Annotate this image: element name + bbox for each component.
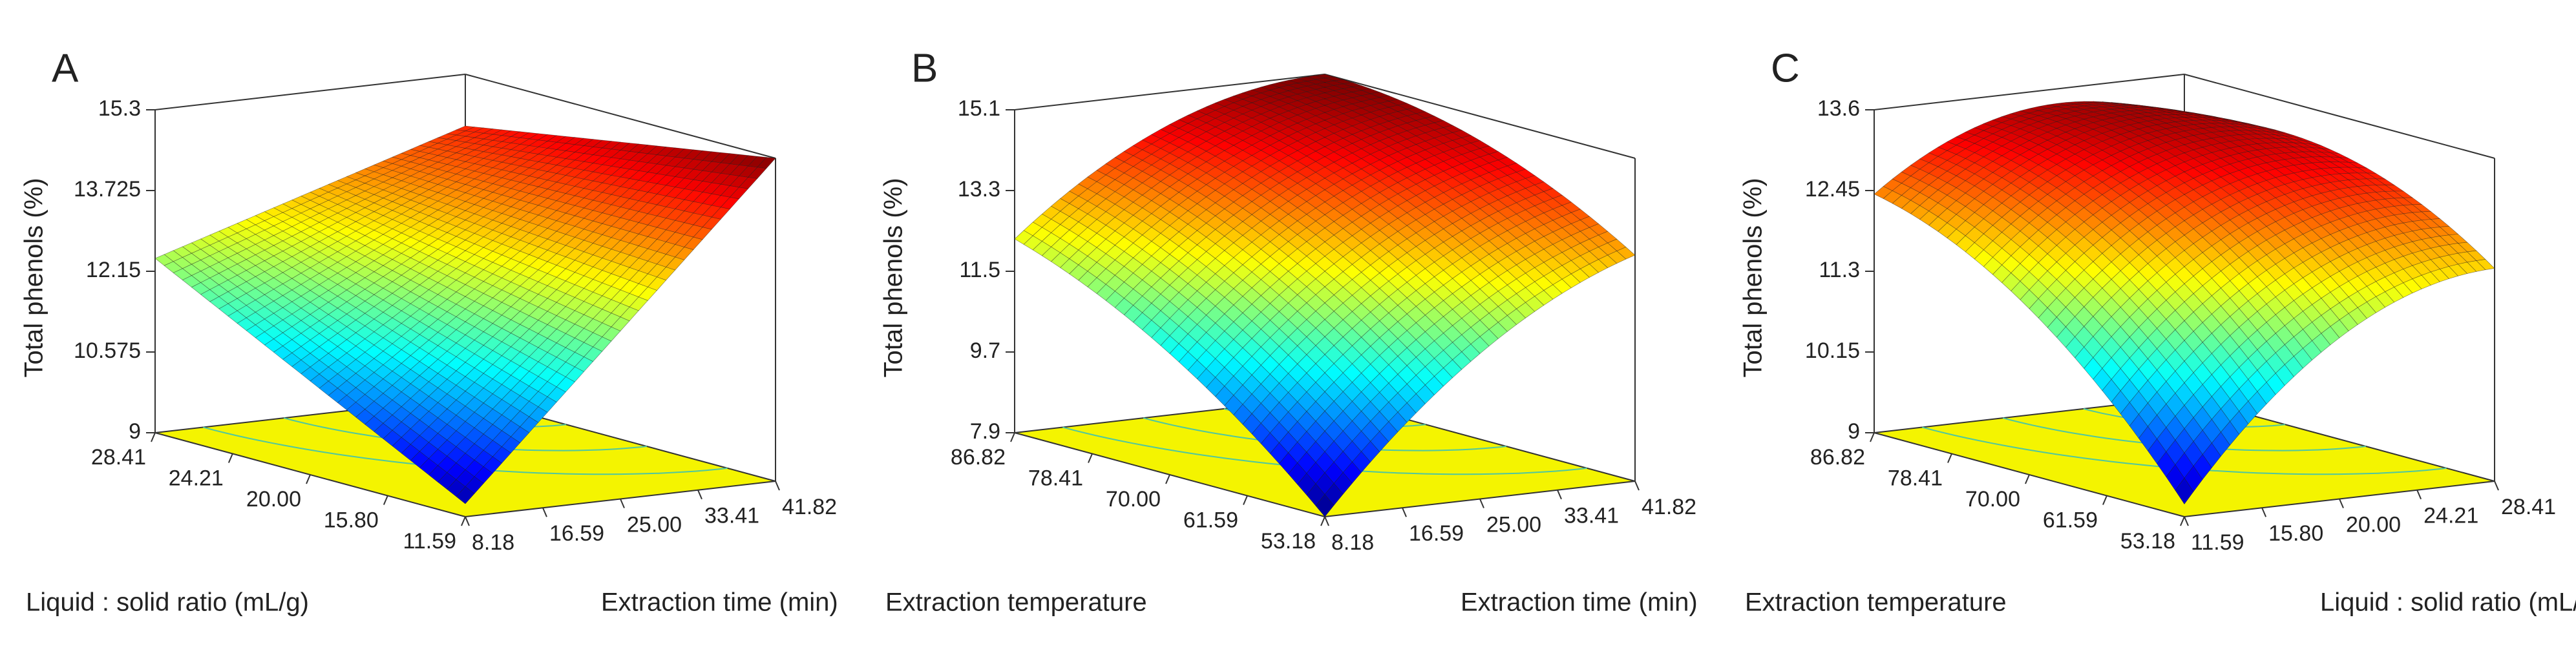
box-edge (465, 74, 776, 159)
x-tick (227, 453, 233, 463)
y-axis-label: Liquid : solid ratio (mL/g) (2320, 588, 2576, 617)
x-tick-label: 78.41 (1888, 466, 1943, 490)
x-tick-label: 15.80 (324, 508, 379, 532)
y-axis-label: Extraction time (min) (1461, 588, 1698, 617)
z-tick-label: 15.1 (958, 96, 1000, 121)
z-axis-label: Total phenols (%) (20, 178, 48, 377)
surface-cell (1315, 494, 1335, 517)
x-tick-label: 70.00 (1965, 487, 2020, 512)
y-tick (1634, 481, 1640, 491)
x-tick (461, 516, 466, 526)
x-tick-label: 70.00 (1106, 487, 1161, 512)
y-tick (542, 507, 547, 517)
y-tick-label: 16.59 (549, 521, 604, 546)
z-tick-label: 12.15 (86, 258, 141, 282)
y-tick-label: 41.82 (782, 495, 837, 519)
y-axis-label: Extraction time (min) (601, 588, 838, 617)
y-tick-label: 25.00 (1486, 512, 1541, 537)
x-tick (1870, 432, 1875, 442)
box-edge (1324, 74, 1636, 159)
z-tick-label: 15.3 (98, 96, 141, 121)
x-tick (2025, 474, 2030, 484)
x-tick-label: 78.41 (1028, 466, 1083, 490)
y-tick-label: 16.59 (1409, 521, 1464, 546)
y-tick (1324, 516, 1329, 526)
y-tick-label: 20.00 (2346, 512, 2401, 537)
y-tick (2494, 481, 2499, 491)
x-tick-label: 61.59 (2043, 508, 2098, 532)
y-tick-label: 33.41 (704, 504, 759, 528)
z-tick-label: 10.575 (74, 338, 141, 363)
x-tick-label: 11.59 (403, 529, 456, 554)
x-tick-label: 86.82 (951, 445, 1006, 470)
y-tick (2184, 516, 2189, 526)
x-tick-label: 24.21 (169, 466, 224, 490)
x-axis-label: Liquid : solid ratio (mL/g) (26, 588, 309, 617)
box-edge (154, 74, 466, 110)
x-tick (1165, 474, 1170, 484)
y-tick-label: 11.59 (2191, 530, 2244, 555)
x-tick-label: 53.18 (1261, 529, 1316, 554)
x-tick-label: 53.18 (2120, 529, 2175, 554)
y-tick-label: 28.41 (2501, 495, 2556, 519)
y-tick-label: 8.18 (472, 530, 514, 555)
panel-label: C (1771, 46, 1800, 90)
x-tick (2180, 516, 2185, 526)
x-tick (1010, 432, 1015, 442)
y-tick (1402, 507, 1407, 517)
y-tick-label: 15.80 (2268, 521, 2323, 546)
box-edge (1014, 74, 1325, 110)
y-tick-label: 41.82 (1642, 495, 1696, 519)
box-edge (1874, 74, 2185, 110)
z-tick-label: 10.15 (1805, 338, 1860, 363)
z-axis-label: Total phenols (%) (1739, 178, 1768, 377)
y-tick (2339, 499, 2344, 508)
z-axis-label: Total phenols (%) (880, 178, 908, 377)
z-tick-label: 9 (129, 419, 141, 444)
z-tick-label: 11.5 (959, 258, 1000, 282)
x-tick (306, 474, 311, 484)
x-tick (1243, 495, 1248, 505)
x-tick (1320, 516, 1325, 526)
panel: 7.9 9.7 11.5 13.3 15.1 53.18 61.59 70.00 78.41 86… (880, 46, 1698, 616)
z-tick-label: 13.725 (74, 177, 141, 202)
y-tick (775, 481, 780, 491)
x-tick (1088, 453, 1093, 463)
y-tick (1557, 490, 1562, 500)
x-tick-label: 86.82 (1810, 445, 1865, 470)
y-tick-label: 24.21 (2423, 504, 2478, 528)
x-tick-label: 61.59 (1183, 508, 1238, 532)
x-tick (383, 495, 388, 505)
panel-label: B (911, 46, 938, 90)
z-tick-label: 9.7 (970, 338, 1000, 363)
x-axis-label: Extraction temperature (885, 588, 1147, 617)
y-tick-label: 8.18 (1331, 530, 1374, 555)
surface-cell (456, 486, 475, 504)
x-tick-label: 20.00 (246, 487, 301, 512)
panel: 9 10.575 12.15 13.725 15.3 11.59 15.80 20.00 24.… (20, 46, 838, 616)
y-tick-label: 25.00 (627, 512, 682, 537)
y-tick (1479, 499, 1484, 508)
z-tick-label: 11.3 (1819, 258, 1860, 282)
panel-label: A (52, 46, 79, 90)
x-axis-label: Extraction temperature (1745, 588, 2007, 617)
y-tick (465, 516, 470, 526)
x-tick (151, 432, 156, 442)
x-tick (1947, 453, 1952, 463)
z-tick-label: 7.9 (970, 419, 1000, 444)
y-tick-label: 33.41 (1564, 504, 1619, 528)
box-edge (2184, 74, 2495, 159)
panel: 9 10.15 11.3 12.45 13.6 53.18 61.59 70.00 78.41 8… (1739, 46, 2576, 616)
y-tick (620, 499, 625, 508)
y-tick (2416, 490, 2422, 500)
z-tick-label: 13.6 (1817, 96, 1860, 121)
x-tick-label: 28.41 (91, 445, 146, 470)
y-tick (2261, 507, 2267, 517)
y-tick (697, 490, 702, 500)
z-tick-label: 12.45 (1805, 177, 1860, 202)
x-tick (2102, 495, 2107, 505)
z-tick-label: 13.3 (958, 177, 1000, 202)
z-tick-label: 9 (1848, 419, 1860, 444)
